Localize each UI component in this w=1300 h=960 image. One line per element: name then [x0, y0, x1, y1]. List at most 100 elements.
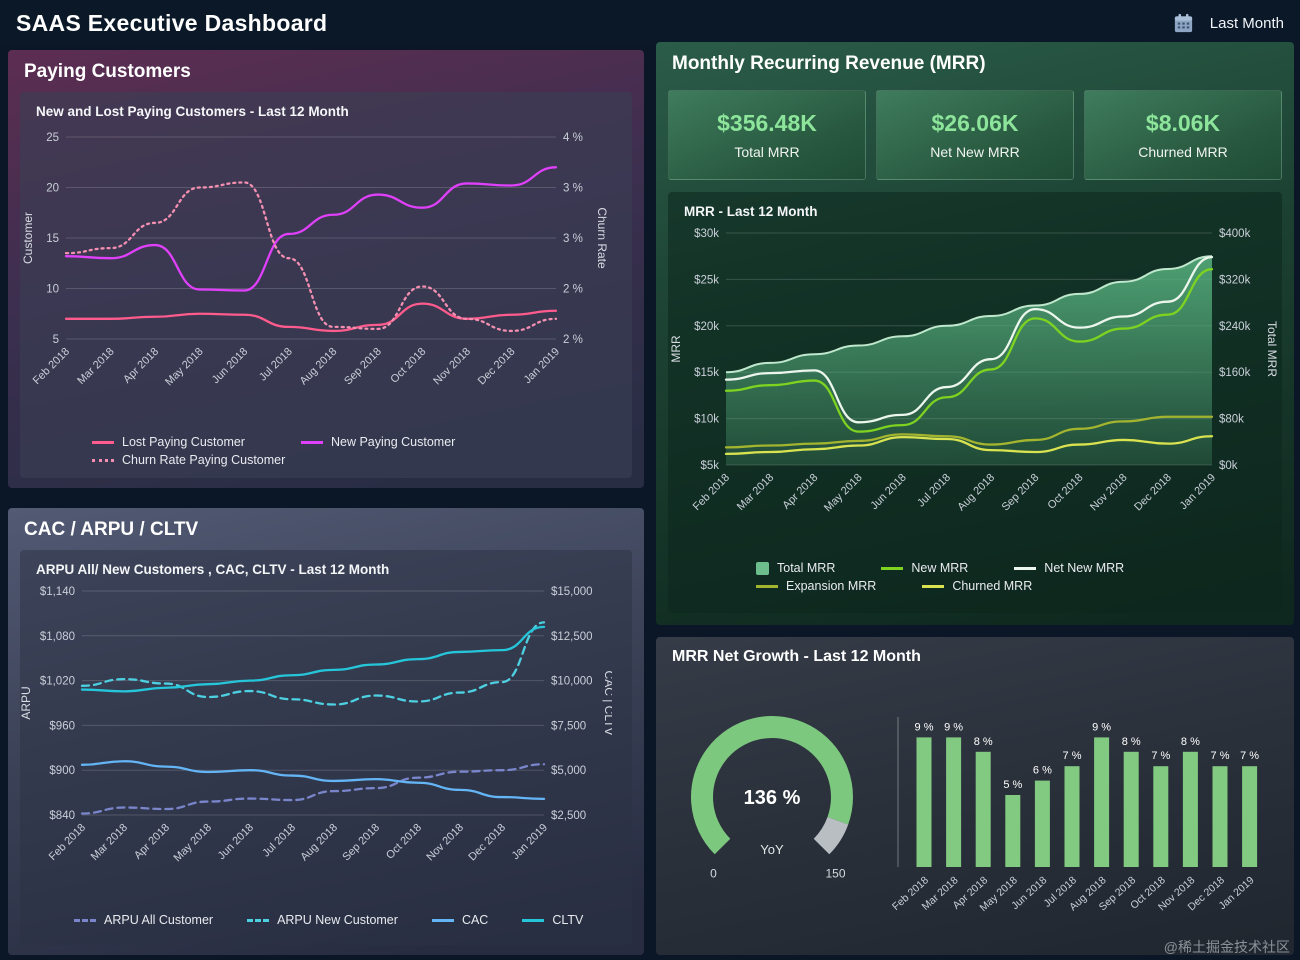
bar-feb-2018[interactable]: [916, 737, 932, 867]
period-label: Last Month: [1209, 14, 1284, 32]
x-axis-tick: Mar 2018: [735, 472, 776, 513]
y-axis-tick-left: $15k: [694, 367, 719, 379]
x-axis-tick: Dec 2018: [476, 346, 518, 388]
bar-value-label: 8 %: [1122, 736, 1141, 748]
paying-customers-chart-card: New and Lost Paying Customers - Last 12 …: [20, 92, 632, 478]
calendar-icon[interactable]: [1172, 12, 1195, 35]
y-axis-tick-right: 2 %: [563, 284, 583, 296]
series-line-new-paying-customer[interactable]: [64, 166, 558, 292]
series-line-churned-mrr[interactable]: [724, 435, 1214, 456]
series-line-cltv[interactable]: [80, 625, 546, 693]
y-axis-tick-left: $25k: [694, 274, 719, 286]
x-axis-tick: Feb 2018: [47, 822, 88, 863]
y-axis-tick-right: $10,000: [551, 676, 593, 688]
x-axis-tick: Jun 2018: [868, 472, 908, 512]
series-line-churn-rate-paying-customer[interactable]: [64, 181, 558, 333]
mrr-kpi-row: $356.48K Total MRR $26.06K Net New MRR $…: [668, 90, 1282, 180]
legend-label: Lost Paying Customer: [122, 435, 245, 449]
legend-swatch: [92, 440, 114, 444]
bar-aug-2018[interactable]: [1094, 737, 1110, 867]
bar-dec-2018[interactable]: [1212, 766, 1228, 867]
panel-paying-customers: Paying Customers New and Lost Paying Cus…: [8, 50, 644, 488]
legend-label: Expansion MRR: [786, 579, 877, 593]
series-line-cac[interactable]: [80, 760, 546, 801]
series-area-total-mrr[interactable]: [726, 256, 1212, 465]
legend-label: New MRR: [911, 561, 969, 575]
bar-jun-2018[interactable]: [1034, 780, 1050, 867]
bar-value-label: 9 %: [915, 721, 934, 733]
y-axis-tick-left: $30k: [694, 228, 719, 240]
y-axis-tick-left: $1,020: [40, 676, 75, 688]
bar-oct-2018[interactable]: [1153, 766, 1169, 867]
bar-jan-2019[interactable]: [1242, 766, 1258, 867]
legend-item-expansion-mrr[interactable]: Expansion MRR: [756, 579, 876, 593]
legend-item-net-new-mrr[interactable]: Net New MRR: [1014, 561, 1124, 575]
bar-value-label: 7 %: [1151, 750, 1170, 762]
x-axis-tick: Jan 2019: [1178, 472, 1218, 512]
x-axis-tick: Jul 2018: [260, 822, 298, 860]
series-line-new-mrr[interactable]: [724, 268, 1214, 433]
legend-item-churn-rate-paying-customer[interactable]: Churn Rate Paying Customer: [92, 453, 285, 467]
x-axis-tick: Aug 2018: [298, 346, 340, 388]
x-axis-tick: Oct 2018: [384, 822, 424, 862]
x-axis-tick: Sep 2018: [342, 346, 384, 388]
y-axis-tick-left: $20k: [694, 321, 719, 333]
y-axis-tick-left: $10k: [694, 414, 719, 426]
panel-title-mrr: Monthly Recurring Revenue (MRR): [672, 53, 986, 74]
series-line-arpu-all-customer[interactable]: [80, 763, 546, 815]
legend-item-arpu-all-customer[interactable]: ARPU All Customer: [74, 913, 213, 927]
bar-sep-2018[interactable]: [1123, 751, 1139, 867]
legend-item-churned-mrr[interactable]: Churned MRR: [922, 579, 1032, 593]
y-axis-tick-right: $12,500: [551, 631, 593, 643]
x-axis-tick: Sep 2018: [340, 822, 382, 864]
kpi-net-new-mrr-value: $26.06K: [931, 110, 1019, 136]
y-axis-tick-left: 20: [46, 183, 59, 195]
legend-row: Churn Rate Paying Customer: [92, 453, 632, 467]
x-axis-tick: Feb 2018: [691, 472, 732, 513]
mrr-chart-svg: $30k $400k $25k $320k $20k $240k $15k $160k $10k…: [669, 228, 1278, 514]
bar-value-label: 8 %: [1181, 736, 1200, 748]
bar-jul-2018[interactable]: [1064, 766, 1080, 867]
bar-value-label: 7 %: [1240, 750, 1259, 762]
bar-value-label: 8 %: [974, 736, 993, 748]
legend-swatch: [522, 918, 545, 922]
bar-may-2018[interactable]: [1005, 795, 1021, 867]
x-axis-tick: Nov 2018: [431, 346, 473, 388]
x-axis-tick: Apr 2018: [132, 822, 172, 862]
mrr-legend: Total MRR New MRR Net New MRR Expansion MRR…: [668, 557, 1282, 593]
y-axis-tick-right: $400k: [1219, 228, 1251, 240]
period-selector[interactable]: Last Month: [1172, 12, 1284, 35]
legend-item-cac[interactable]: CAC: [431, 913, 488, 927]
series-line-lost-paying-customer[interactable]: [64, 302, 558, 333]
legend-label: Churned MRR: [952, 579, 1033, 593]
bar-mar-2018[interactable]: [946, 737, 962, 867]
bar-nov-2018[interactable]: [1182, 751, 1198, 867]
legend-item-lost-paying-customer[interactable]: Lost Paying Customer: [92, 435, 245, 449]
legend-item-new-paying-customer[interactable]: New Paying Customer: [300, 435, 455, 449]
bar-apr-2018[interactable]: [975, 751, 991, 867]
x-axis-tick: Jan 2019: [522, 346, 562, 386]
kpi-net-new-mrr-label: Net New MRR: [930, 144, 1020, 160]
paying-customers-chart-svg: 25 4 % 20 3 % 15 3 % 10 2 % 5 2 % Feb 2018 Mar 2018…: [21, 132, 609, 388]
panel-title-cac-arpu-cltv: CAC / ARPU / CLTV: [24, 519, 199, 540]
kpi-total-mrr: $356.48K Total MRR: [668, 90, 866, 180]
legend-item-arpu-new-customer[interactable]: ARPU New Customer: [247, 913, 398, 927]
y-axis-tick-left: $1,140: [40, 586, 75, 598]
kpi-churned-mrr-label: Churned MRR: [1138, 144, 1228, 160]
y-axis-tick-left: $5k: [700, 460, 719, 472]
legend-item-total-mrr[interactable]: Total MRR: [756, 561, 835, 575]
kpi-net-new-mrr: $26.06K Net New MRR: [876, 90, 1074, 180]
legend-item-cltv[interactable]: CLTV: [522, 913, 583, 927]
gauge-min-label: 0: [710, 866, 717, 880]
series-line-net-new-mrr[interactable]: [724, 255, 1214, 424]
series-line-expansion-mrr[interactable]: [724, 415, 1214, 449]
legend-swatch: [881, 566, 904, 570]
cac-arpu-cltv-chart-svg: $1,140 $15,000 $1,080 $12,500 $1,020 $10,000 $…: [20, 586, 612, 864]
y-axis-tick-right: $15,000: [551, 586, 593, 598]
series-line-arpu-new-customer[interactable]: [80, 621, 546, 706]
series-line-total-mrr[interactable]: [725, 255, 1213, 374]
legend-item-new-mrr[interactable]: New MRR: [881, 561, 968, 575]
x-axis-tick: Feb 2018: [31, 346, 72, 387]
x-axis-tick: Apr 2018: [121, 346, 161, 386]
x-axis-tick: Mar 2018: [75, 346, 116, 387]
